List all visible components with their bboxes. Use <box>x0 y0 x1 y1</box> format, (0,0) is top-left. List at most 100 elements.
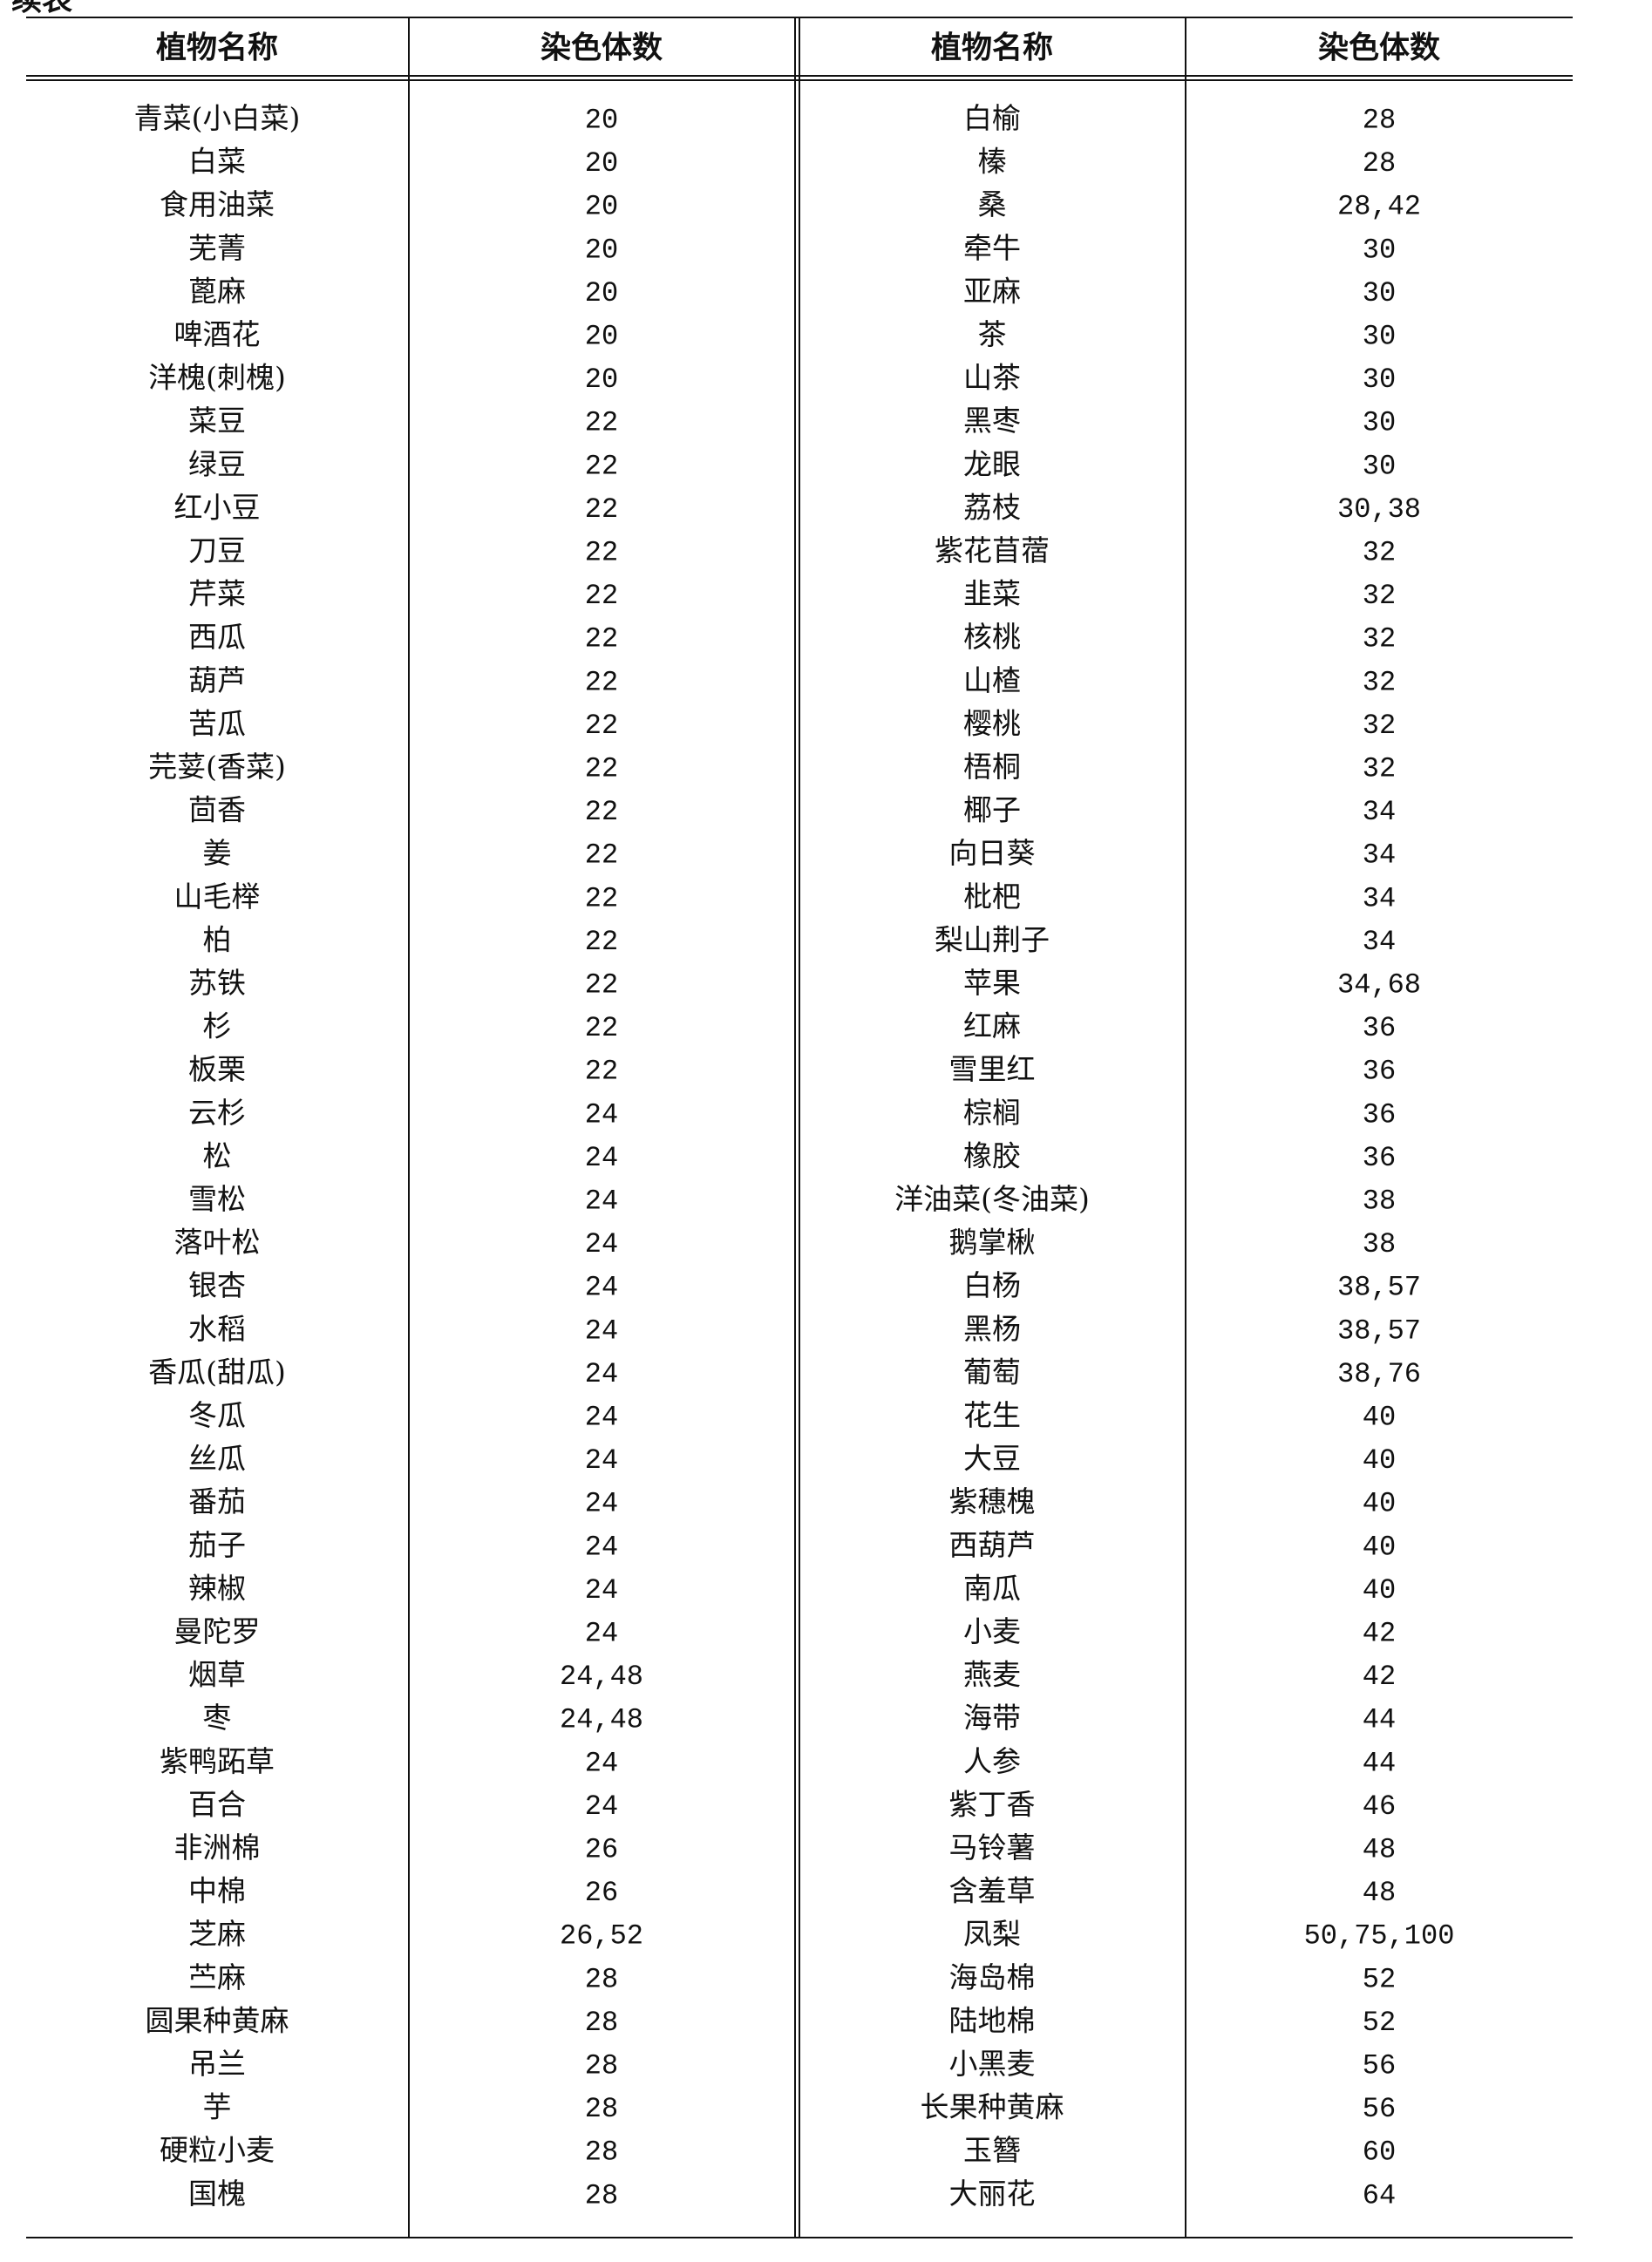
plant-name: 大丽花 <box>949 2177 1036 2211</box>
plant-name: 白菜 <box>188 145 246 179</box>
plant-name: 落叶松 <box>174 1226 261 1260</box>
chromosome-count: 24 <box>585 1488 618 1520</box>
plant-name: 中棉 <box>188 1874 246 1908</box>
plant-name: 番茄 <box>188 1484 246 1518</box>
chromosome-count: 40 <box>1363 1444 1396 1477</box>
chromosome-count: 26,52 <box>560 1920 643 1953</box>
chromosome-count: 22 <box>585 882 618 914</box>
plant-name: 西瓜 <box>188 620 246 654</box>
plant-name: 冬瓜 <box>188 1398 246 1432</box>
chromosome-count: 50,75,100 <box>1304 1920 1455 1953</box>
chromosome-count: 22 <box>585 710 618 742</box>
plant-name: 榛 <box>978 145 1007 179</box>
chromosome-count: 60 <box>1363 2136 1396 2169</box>
plant-name: 黑枣 <box>963 404 1021 438</box>
chromosome-count: 22 <box>585 1056 618 1088</box>
plant-name: 西葫芦 <box>949 1528 1036 1562</box>
plant-name: 紫丁香 <box>949 1787 1036 1821</box>
chromosome-count: 38 <box>1363 1185 1396 1217</box>
plant-name: 白榆 <box>963 101 1021 135</box>
chromosome-count: 24 <box>585 1790 618 1823</box>
plant-name: 橡胶 <box>963 1138 1021 1172</box>
plant-name: 亚麻 <box>963 274 1021 308</box>
chromosome-count: 38,76 <box>1337 1358 1421 1390</box>
plant-name: 银杏 <box>188 1268 246 1302</box>
plant-name: 洋油菜(冬油菜) <box>894 1182 1090 1216</box>
plant-name: 核桃 <box>963 620 1021 654</box>
chromosome-count: 28 <box>585 2179 618 2211</box>
plant-name: 小麦 <box>963 1614 1021 1648</box>
chromosome-count: 20 <box>585 147 618 180</box>
plant-name: 雪松 <box>188 1182 246 1216</box>
chromosome-count: 24,48 <box>560 1704 643 1736</box>
chromosome-count: 22 <box>585 752 618 785</box>
chromosome-count: 52 <box>1363 2007 1396 2039</box>
plant-name: 啤酒花 <box>174 317 261 351</box>
chromosome-count: 52 <box>1363 1963 1396 1995</box>
plant-name: 苏铁 <box>188 966 246 1000</box>
chromosome-count: 34 <box>1363 839 1396 872</box>
plant-name: 百合 <box>188 1787 246 1821</box>
plant-name: 圆果种黄麻 <box>146 2003 289 2037</box>
chromosome-count: 20 <box>585 277 618 309</box>
chromosome-count: 32 <box>1363 666 1396 698</box>
chromosome-count: 28 <box>1363 104 1396 136</box>
chromosome-count: 44 <box>1363 1704 1396 1736</box>
chromosome-count: 34 <box>1363 926 1396 958</box>
plant-name: 姜 <box>203 836 232 870</box>
chromosome-count: 38,57 <box>1337 1314 1421 1347</box>
chromosome-count: 32 <box>1363 710 1396 742</box>
chromosome-count: 36 <box>1363 1098 1396 1131</box>
plant-name: 食用油菜 <box>160 187 275 221</box>
chromosome-count: 28 <box>585 2049 618 2082</box>
plant-name: 板栗 <box>188 1052 246 1086</box>
chromosome-count: 22 <box>585 407 618 439</box>
plant-name: 大豆 <box>963 1442 1021 1476</box>
chromosome-count: 24 <box>585 1228 618 1260</box>
plant-name: 芝麻 <box>188 1917 246 1951</box>
chromosome-count: 20 <box>585 320 618 352</box>
plant-name: 鹅掌楸 <box>949 1226 1036 1260</box>
chromosome-count: 40 <box>1363 1531 1396 1563</box>
plant-name: 樱桃 <box>963 706 1021 740</box>
plant-name: 紫鸭跖草 <box>160 1744 275 1778</box>
plant-name: 陆地棉 <box>949 2003 1036 2037</box>
plant-name: 牵牛 <box>963 231 1021 265</box>
chromosome-count: 48 <box>1363 1833 1396 1865</box>
plant-name: 椰子 <box>963 793 1021 827</box>
plant-name: 凤梨 <box>963 1917 1021 1951</box>
plant-name: 吊兰 <box>188 2047 246 2081</box>
plant-name: 松 <box>203 1138 232 1172</box>
chromosome-count: 28 <box>585 2093 618 2125</box>
chromosome-count: 30 <box>1363 277 1396 309</box>
plant-name: 青菜(小白菜) <box>134 101 301 135</box>
plant-name: 水稻 <box>188 1312 246 1346</box>
plant-name: 绿豆 <box>188 447 246 481</box>
chromosome-count: 30,38 <box>1337 493 1421 526</box>
plant-name: 国槐 <box>188 2177 246 2211</box>
plant-name: 茶 <box>978 317 1007 351</box>
plant-name: 长果种黄麻 <box>921 2090 1064 2124</box>
chromosome-count: 40 <box>1363 1574 1396 1606</box>
plant-name: 茄子 <box>188 1528 246 1562</box>
chromosome-count: 24 <box>585 1142 618 1174</box>
plant-name: 小黑麦 <box>949 2047 1036 2081</box>
chromosome-count: 46 <box>1363 1790 1396 1823</box>
chromosome-count: 40 <box>1363 1488 1396 1520</box>
plant-name: 梨山荆子 <box>935 922 1050 956</box>
chromosome-count: 22 <box>585 839 618 872</box>
chromosome-count: 24 <box>585 1747 618 1779</box>
plant-name: 蓖麻 <box>188 274 246 308</box>
column-header: 染色体数 <box>1318 31 1440 66</box>
chromosome-count: 22 <box>585 666 618 698</box>
chromosome-count: 20 <box>585 234 618 266</box>
chromosome-count: 48 <box>1363 1877 1396 1909</box>
plant-name: 辣椒 <box>188 1571 246 1605</box>
chromosome-count: 64 <box>1363 2179 1396 2211</box>
chromosome-count: 22 <box>585 926 618 958</box>
chromosome-count: 24 <box>585 1314 618 1347</box>
plant-name: 葫芦 <box>188 663 246 697</box>
chromosome-count: 24 <box>585 1401 618 1433</box>
chromosome-count: 28 <box>585 2136 618 2169</box>
